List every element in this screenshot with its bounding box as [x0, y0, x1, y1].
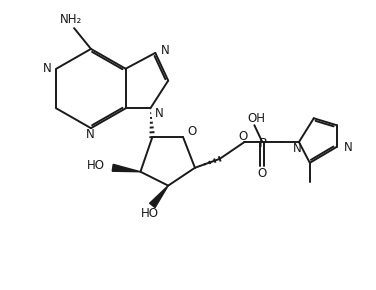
Text: N: N: [155, 107, 164, 120]
Text: N: N: [42, 62, 51, 75]
Text: NH₂: NH₂: [60, 13, 82, 26]
Text: P: P: [258, 137, 266, 150]
Text: O: O: [258, 167, 267, 180]
Text: N: N: [293, 142, 301, 155]
Text: HO: HO: [87, 159, 105, 172]
Text: OH: OH: [247, 112, 265, 125]
Text: HO: HO: [141, 207, 159, 220]
Text: O: O: [187, 125, 196, 138]
Text: O: O: [239, 130, 248, 143]
Text: N: N: [161, 44, 170, 57]
Polygon shape: [112, 164, 141, 172]
Text: N: N: [344, 142, 352, 155]
Polygon shape: [150, 186, 168, 208]
Text: N: N: [86, 128, 94, 141]
